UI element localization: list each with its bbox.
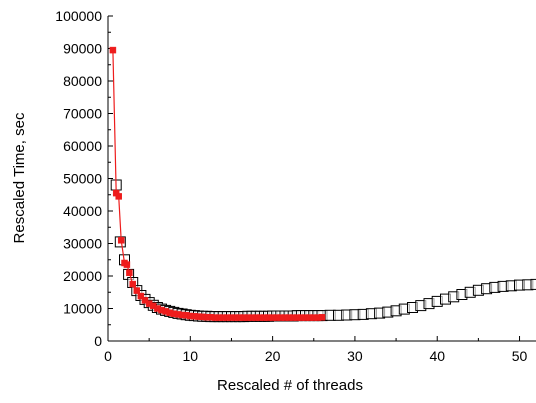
y-tick-label: 0 xyxy=(94,333,102,349)
series-1 xyxy=(110,179,536,323)
data-point xyxy=(115,193,122,200)
x-axis-title: Rescaled # of threads xyxy=(217,377,363,394)
data-point xyxy=(126,269,133,277)
y-tick-label: 20000 xyxy=(63,268,102,284)
y-tick-label: 60000 xyxy=(63,138,102,154)
series-2 xyxy=(109,46,326,321)
data-point xyxy=(137,292,145,300)
data-point xyxy=(123,261,131,268)
x-tick-label: 50 xyxy=(512,348,528,364)
x-tick-label: 30 xyxy=(347,348,363,364)
data-point xyxy=(530,278,536,290)
y-tick-label: 70000 xyxy=(63,106,102,122)
x-tick-label: 10 xyxy=(183,348,199,364)
x-tick-label: 40 xyxy=(429,348,445,364)
x-tick-label: 0 xyxy=(104,348,112,364)
x-tick-label: 20 xyxy=(265,348,281,364)
series-layer xyxy=(109,46,536,323)
y-tick-label: 50000 xyxy=(63,171,102,187)
y-tick-label: 40000 xyxy=(63,203,102,219)
y-tick-label: 90000 xyxy=(63,41,102,57)
series-line xyxy=(112,50,323,319)
data-point xyxy=(129,280,136,288)
data-point xyxy=(133,287,141,294)
y-tick-label: 100000 xyxy=(55,8,102,24)
y-tick-label: 30000 xyxy=(63,236,102,252)
y-tick-label: 10000 xyxy=(63,301,102,317)
data-point xyxy=(117,237,125,244)
data-point xyxy=(109,46,117,54)
y-axis-title: Rescaled Time, sec xyxy=(11,112,28,243)
y-tick-label: 80000 xyxy=(63,73,102,89)
ticks: 0 10000 20000 30000 40000 50000 60000 70000 8000… xyxy=(55,8,527,364)
data-point xyxy=(318,314,326,321)
